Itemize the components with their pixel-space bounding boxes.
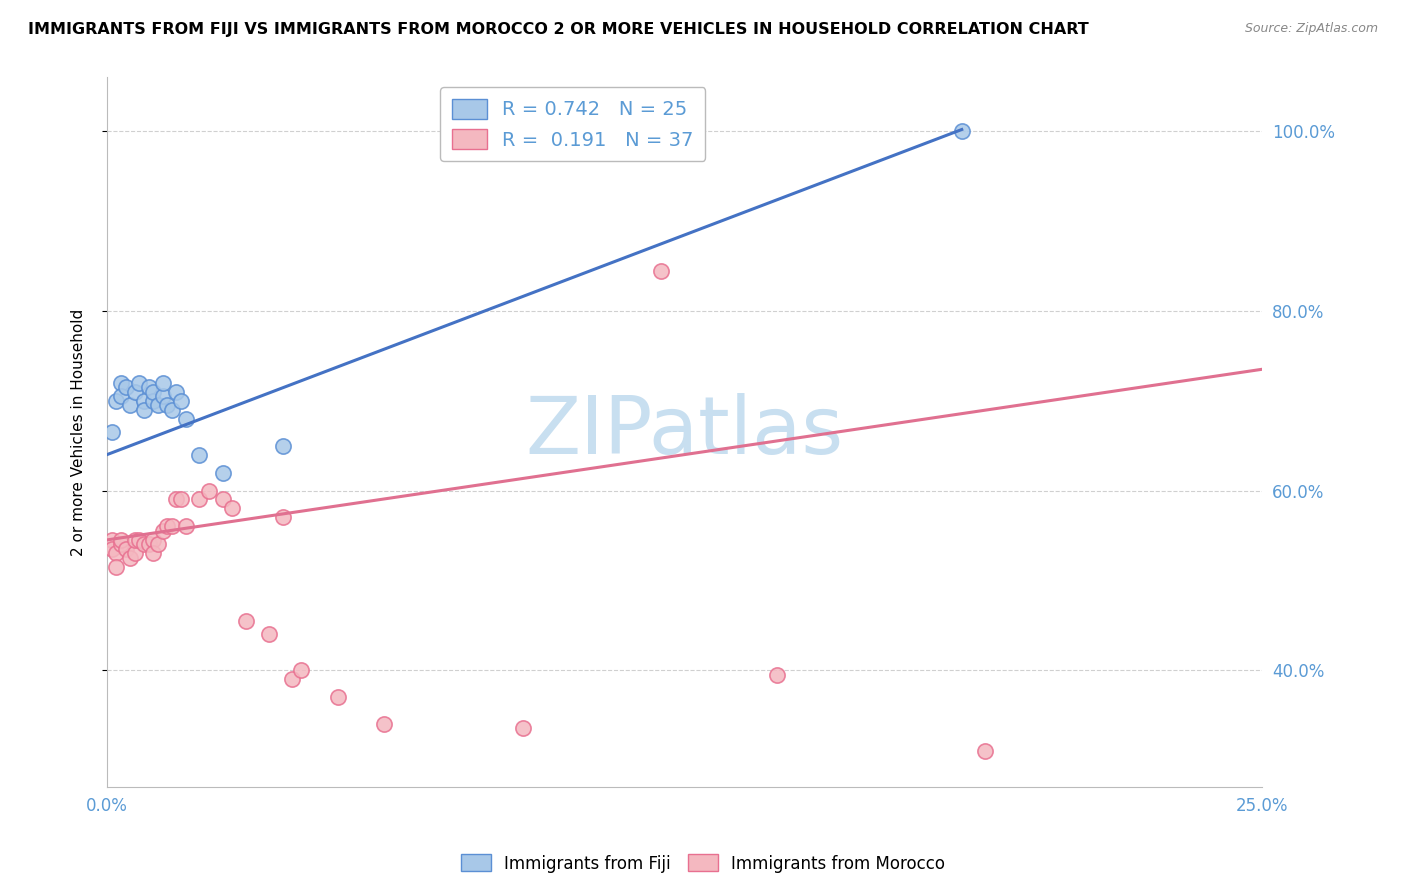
- Text: IMMIGRANTS FROM FIJI VS IMMIGRANTS FROM MOROCCO 2 OR MORE VEHICLES IN HOUSEHOLD : IMMIGRANTS FROM FIJI VS IMMIGRANTS FROM …: [28, 22, 1088, 37]
- Point: [100, 425, 122, 439]
- Point: [156, 519, 179, 533]
- Point: [257, 627, 280, 641]
- Point: [156, 398, 179, 412]
- Point: [165, 384, 187, 399]
- Point: [165, 492, 187, 507]
- Point: [128, 376, 150, 390]
- Point: [114, 380, 136, 394]
- Point: [142, 384, 165, 399]
- Legend: Immigrants from Fiji, Immigrants from Morocco: Immigrants from Fiji, Immigrants from Mo…: [454, 847, 952, 880]
- Point: [100, 541, 122, 556]
- Point: [197, 483, 219, 498]
- Point: [110, 537, 132, 551]
- Point: [124, 546, 146, 560]
- Point: [160, 519, 183, 533]
- Point: [766, 667, 789, 681]
- Point: [124, 533, 146, 547]
- Point: [132, 537, 155, 551]
- Point: [128, 533, 150, 547]
- Point: [146, 398, 169, 412]
- Point: [160, 402, 183, 417]
- Point: [650, 263, 672, 277]
- Y-axis label: 2 or more Vehicles in Household: 2 or more Vehicles in Household: [72, 309, 86, 556]
- Point: [950, 124, 973, 138]
- Point: [170, 393, 193, 408]
- Point: [152, 389, 174, 403]
- Point: [152, 524, 174, 538]
- Point: [142, 533, 165, 547]
- Point: [271, 510, 294, 524]
- Text: Source: ZipAtlas.com: Source: ZipAtlas.com: [1244, 22, 1378, 36]
- Point: [373, 717, 395, 731]
- Point: [114, 541, 136, 556]
- Point: [142, 546, 165, 560]
- Point: [290, 663, 312, 677]
- Point: [110, 533, 132, 547]
- Point: [138, 380, 160, 394]
- Point: [146, 537, 169, 551]
- Point: [973, 744, 995, 758]
- Point: [188, 492, 211, 507]
- Point: [512, 722, 534, 736]
- Point: [211, 492, 233, 507]
- Point: [188, 448, 211, 462]
- Point: [124, 384, 146, 399]
- Point: [138, 537, 160, 551]
- Legend: R = 0.742   N = 25, R =  0.191   N = 37: R = 0.742 N = 25, R = 0.191 N = 37: [440, 87, 706, 161]
- Point: [100, 533, 122, 547]
- Point: [132, 393, 155, 408]
- Point: [105, 546, 128, 560]
- Point: [174, 411, 197, 425]
- Point: [110, 389, 132, 403]
- Point: [152, 376, 174, 390]
- Point: [271, 439, 294, 453]
- Point: [105, 393, 128, 408]
- Point: [211, 466, 233, 480]
- Point: [235, 614, 257, 628]
- Point: [105, 559, 128, 574]
- Point: [120, 398, 142, 412]
- Point: [326, 690, 349, 704]
- Point: [120, 550, 142, 565]
- Point: [142, 393, 165, 408]
- Point: [174, 519, 197, 533]
- Point: [110, 376, 132, 390]
- Point: [281, 672, 304, 686]
- Point: [221, 501, 243, 516]
- Point: [132, 402, 155, 417]
- Point: [170, 492, 193, 507]
- Text: ZIPatlas: ZIPatlas: [526, 393, 844, 471]
